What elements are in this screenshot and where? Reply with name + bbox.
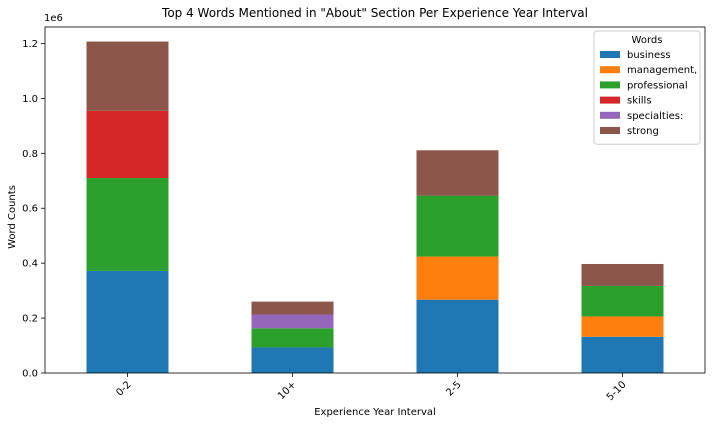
bar-5-10-professional	[581, 285, 664, 317]
legend-label: business	[627, 50, 671, 61]
plot-frame	[44, 26, 706, 374]
x-tick-label: 10+	[276, 379, 299, 402]
x-tick-label: 5-10	[605, 379, 629, 403]
legend: Words business management, professional skil…	[593, 30, 701, 145]
legend-label: strong	[627, 126, 659, 137]
chart-title: Top 4 Words Mentioned in "About" Section…	[161, 6, 588, 20]
legend-swatch	[600, 66, 620, 74]
legend-swatch	[600, 111, 620, 119]
bar-0-2-professional	[86, 178, 169, 271]
y-tick-label: 0.0	[22, 369, 38, 380]
y-axis-label: Word Counts	[7, 185, 18, 249]
bar-10+-business	[251, 347, 334, 373]
bar-10+-specialties	[251, 314, 334, 329]
legend-swatch	[600, 127, 620, 134]
bar-2-5-business	[416, 299, 499, 373]
legend-frame	[593, 30, 701, 145]
legend-label: professional	[627, 80, 688, 91]
bar-2-5-professional	[416, 195, 499, 257]
bar-10+-professional	[251, 328, 334, 348]
y-offset-label: 1e6	[44, 13, 63, 24]
legend-swatch	[600, 51, 620, 58]
legend-label: specialties:	[627, 111, 683, 122]
bar-5-10-management	[581, 316, 664, 337]
y-tick-label: 1.2	[22, 39, 38, 50]
legend-label: skills	[627, 96, 652, 107]
bar-0-2-skills	[86, 110, 169, 179]
bar-5-10-business	[581, 336, 664, 373]
bar-10+-strong	[251, 301, 334, 315]
bar-0-2-business	[86, 270, 169, 373]
y-tick-label: 1.0	[22, 94, 38, 105]
y-tick-label: 0.6	[22, 204, 38, 215]
legend-title: Words	[632, 35, 663, 46]
bar-5-10-strong	[581, 263, 664, 286]
legend-swatch	[600, 96, 620, 104]
bar-2-5-strong	[416, 150, 499, 196]
y-tick-label: 0.8	[22, 149, 38, 160]
legend-swatch	[600, 81, 620, 89]
y-tick-label: 0.4	[22, 259, 38, 270]
bar-0-2-strong	[86, 41, 169, 111]
x-tick-label: 0-2	[114, 379, 133, 398]
bars-group	[86, 41, 664, 373]
bar-2-5-management	[416, 256, 499, 300]
x-tick-label: 2-5	[444, 379, 463, 398]
legend-label: management,	[627, 65, 697, 76]
x-axis-label: Experience Year Interval	[314, 407, 436, 418]
y-tick-label: 0.2	[22, 314, 38, 325]
